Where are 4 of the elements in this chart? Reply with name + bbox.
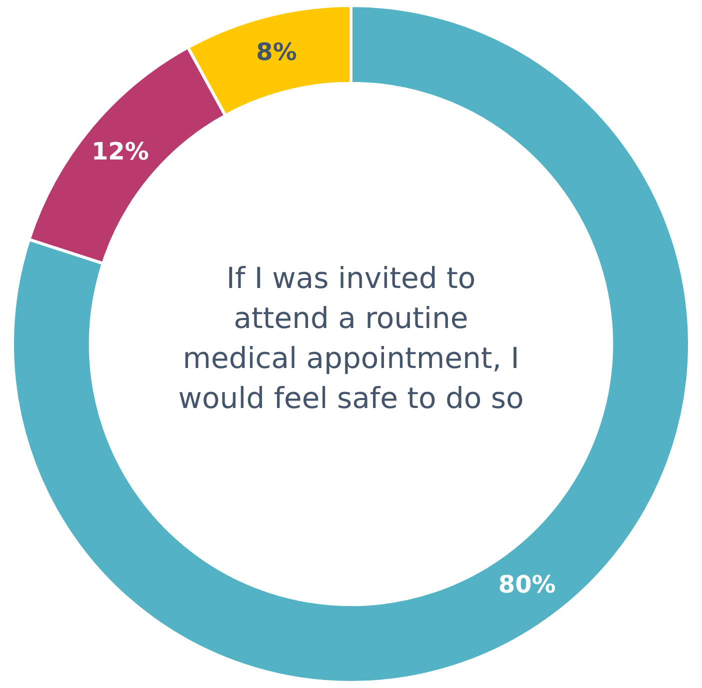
data-label: 8% [256, 38, 297, 66]
data-label: 12% [91, 137, 149, 166]
text: If I was invited to attend a routine medical appointment, I would feel safe to do so [177, 260, 525, 417]
data-label: 80% [498, 570, 556, 599]
